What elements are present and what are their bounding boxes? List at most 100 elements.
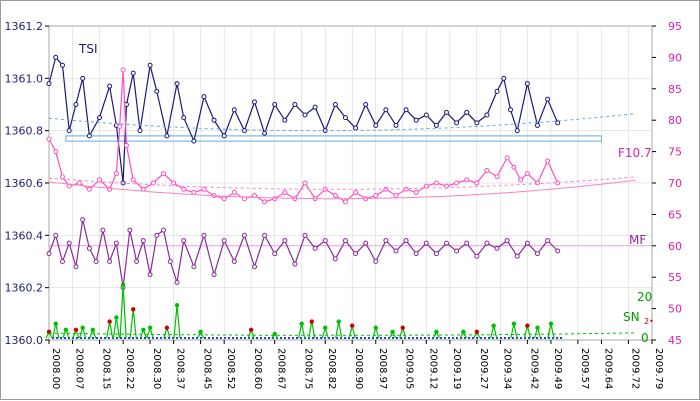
tsi-point xyxy=(494,88,500,94)
sn-baseline-dot xyxy=(516,337,518,339)
tsi-point xyxy=(46,81,52,87)
sn-baseline-dot xyxy=(108,337,110,339)
sn-point xyxy=(80,325,85,330)
f107-point xyxy=(171,180,177,186)
f107-point xyxy=(46,136,52,142)
mf-point xyxy=(147,272,153,278)
mf-point xyxy=(444,240,450,246)
right-tick-label: 90 xyxy=(668,51,682,64)
sn-sub-label: 2• xyxy=(644,317,654,326)
sn-baseline-dot xyxy=(228,337,230,339)
sn-baseline-dot xyxy=(220,337,222,339)
f107-point xyxy=(76,180,82,186)
sn-baseline-dot xyxy=(404,337,406,339)
sn-baseline-dot xyxy=(428,337,430,339)
sn-baseline-dot xyxy=(84,337,86,339)
right-tick-label: 60 xyxy=(668,240,682,253)
mf-point xyxy=(342,238,348,244)
sn-point xyxy=(164,325,170,330)
sn-baseline-dot xyxy=(188,337,190,339)
f107-point xyxy=(403,186,409,192)
reference-box xyxy=(65,135,602,142)
sn-baseline-dot xyxy=(104,337,106,339)
tsi-point xyxy=(154,88,160,94)
sn-baseline-dot xyxy=(132,337,134,339)
sn-baseline-dot xyxy=(412,337,414,339)
mf-point xyxy=(272,251,278,257)
f107-point xyxy=(201,186,207,192)
sn-baseline-dot xyxy=(496,337,498,339)
sn-baseline-dot xyxy=(432,337,434,339)
sn-baseline-dot xyxy=(176,337,178,339)
sn-point xyxy=(114,315,119,320)
tsi-point xyxy=(201,94,207,100)
mf-point xyxy=(524,240,530,246)
sn-baseline-dot xyxy=(328,337,330,339)
sn-point xyxy=(248,327,254,332)
sn-baseline-dot xyxy=(216,337,218,339)
sn-point xyxy=(63,327,69,332)
sn-point xyxy=(174,303,180,308)
sn-baseline-dot xyxy=(376,337,378,339)
sn-baseline-dot xyxy=(248,337,250,339)
tsi-point xyxy=(231,107,237,113)
sn-baseline-dot xyxy=(464,337,466,339)
sn-point xyxy=(107,319,112,324)
mf-point xyxy=(211,272,217,278)
x-tick-label: 2009.27 xyxy=(478,348,489,389)
sn-baseline-dot xyxy=(320,337,322,339)
mf-point xyxy=(113,240,119,246)
sn-point xyxy=(373,325,378,330)
sn-point xyxy=(336,319,341,324)
tsi-point xyxy=(383,107,389,113)
sn-baseline-dot xyxy=(548,337,550,339)
tsi-point xyxy=(59,62,65,68)
f107-point xyxy=(454,180,460,186)
mf-point xyxy=(494,245,500,251)
tsi-point xyxy=(211,117,217,123)
left-tick-label: 1360.4 xyxy=(5,229,44,242)
sn-baseline-dot xyxy=(60,337,62,339)
sn-baseline-dot xyxy=(300,337,302,339)
right-tick-label: 85 xyxy=(668,83,682,96)
sn-baseline-dot xyxy=(400,337,402,339)
f107-point xyxy=(373,193,379,199)
sn-point xyxy=(73,327,79,332)
sn-baseline-dot xyxy=(68,337,70,339)
right-tick-label: 55 xyxy=(668,271,682,284)
sn-baseline-dot xyxy=(508,337,510,339)
sn-baseline-dot xyxy=(172,337,174,339)
tsi-point xyxy=(534,122,540,128)
sn-baseline-dot xyxy=(316,337,318,339)
mf-point xyxy=(484,240,490,246)
right-tick-label: 50 xyxy=(668,303,682,316)
sn-point xyxy=(349,323,355,328)
sn-point xyxy=(400,325,405,330)
x-tick-label: 2009.57 xyxy=(579,348,590,389)
x-tick-label: 2008.00 xyxy=(50,348,61,389)
f107-point xyxy=(53,149,59,155)
sn-baseline-dot xyxy=(524,337,526,339)
f107-point xyxy=(117,123,123,129)
tsi-trend xyxy=(48,113,636,132)
tsi-point xyxy=(262,130,268,136)
sn-baseline-dot xyxy=(336,337,338,339)
sn-baseline-dot xyxy=(184,337,186,339)
x-tick-label: 2009.19 xyxy=(451,348,462,389)
sn-baseline-dot xyxy=(136,337,138,339)
tsi-point xyxy=(181,115,187,121)
tsi-point xyxy=(342,115,348,121)
f107-point xyxy=(282,189,288,195)
f107-trend xyxy=(48,179,636,200)
sn-baseline-dot xyxy=(64,337,66,339)
f107-point xyxy=(504,155,510,161)
sn-baseline-dot xyxy=(528,337,530,339)
sn-baseline-dot xyxy=(88,337,90,339)
tsi-point xyxy=(508,107,514,113)
f107-point xyxy=(353,189,359,195)
sn-baseline-dot xyxy=(368,337,370,339)
mf-point xyxy=(86,245,92,251)
x-tick-label: 2008.97 xyxy=(377,348,388,389)
f107-point xyxy=(555,180,561,186)
